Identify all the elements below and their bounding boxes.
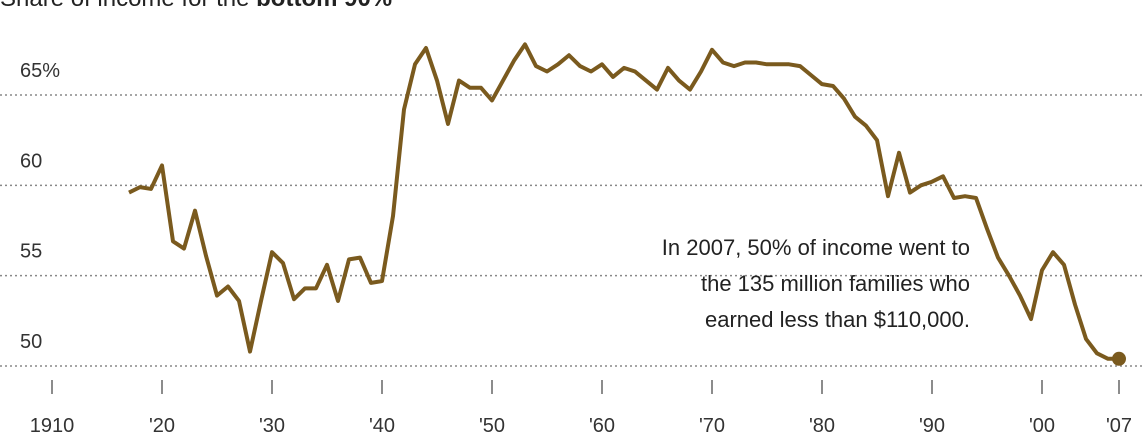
annotation: the 135 million families who	[701, 271, 970, 296]
x-tick-label: '30	[259, 415, 285, 437]
data-line	[128, 42, 1119, 361]
y-tick-label: 65%	[20, 60, 60, 82]
x-tick-label: '70	[699, 415, 725, 437]
x-tick-label: '50	[479, 415, 505, 437]
x-tick-label: 1910	[30, 415, 75, 437]
x-tick-label: '40	[369, 415, 395, 437]
x-tick-label: '20	[149, 415, 175, 437]
title-text: Share of income for the	[0, 0, 249, 12]
annotation: earned less than $110,000.	[705, 307, 970, 332]
x-tick-label: '60	[589, 415, 615, 437]
annotation: In 2007, 50% of income went to	[662, 235, 970, 260]
x-tick-label: '00	[1029, 415, 1055, 437]
x-tick-label: '80	[809, 415, 835, 437]
x-tick-label: '07	[1106, 415, 1132, 437]
end-marker	[1112, 351, 1126, 366]
x-tick-label: '90	[919, 415, 945, 437]
chart-title: Share of income for the bottom 90%	[0, 0, 392, 12]
y-tick-label: 60	[20, 150, 42, 172]
y-tick-label: 50	[20, 331, 42, 353]
y-tick-label: 55	[20, 241, 42, 263]
title-emphasis: bottom 90%	[256, 0, 392, 12]
